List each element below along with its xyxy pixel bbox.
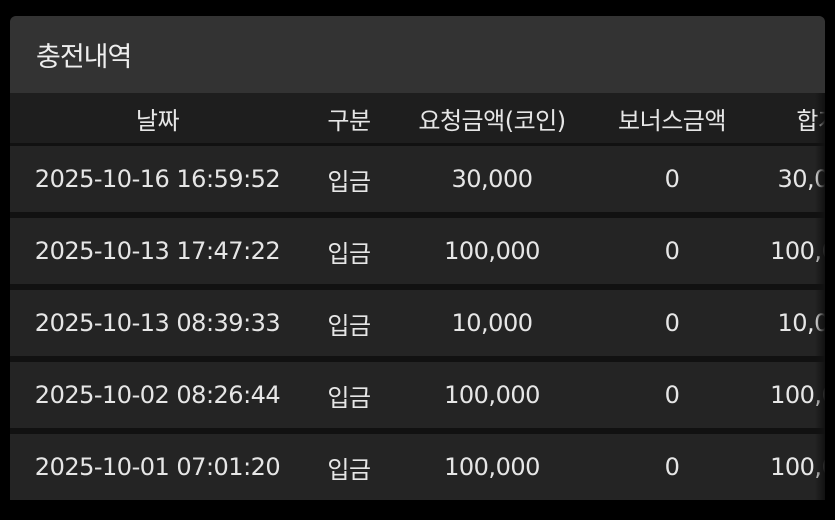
cell-bonus-amount: 0	[664, 453, 680, 481]
cell-date: 2025-10-13 08:39:33	[34, 309, 281, 337]
cell-request-amount: 100,000	[444, 237, 540, 265]
cell-type: 입금	[327, 383, 371, 412]
cell-date: 2025-10-02 08:26:44	[34, 381, 281, 409]
charge-history-panel: 충전내역 날짜 구분 요청금액(코인) 보너스금액 합계 2025-10-16 …	[10, 16, 825, 500]
panel-title: 충전내역	[10, 16, 825, 93]
cell-date: 2025-10-13 17:47:22	[34, 237, 281, 265]
cell-request-amount: 100,000	[444, 453, 540, 481]
cell-request-amount: 100,000	[444, 381, 540, 409]
header-bonus-amount: 보너스금액	[618, 106, 726, 135]
cell-bonus-amount: 0	[664, 165, 680, 193]
cell-request-amount: 10,000	[451, 309, 533, 337]
scroll-fade	[815, 93, 825, 500]
cell-bonus-amount: 0	[664, 237, 680, 265]
header-type: 구분	[327, 106, 371, 135]
cell-type: 입금	[327, 239, 371, 268]
cell-bonus-amount: 0	[664, 381, 680, 409]
charge-history-table: 날짜 구분 요청금액(코인) 보너스금액 합계 2025-10-16 16:59…	[10, 93, 825, 500]
cell-type: 입금	[327, 455, 371, 484]
cell-type: 입금	[327, 311, 371, 340]
table-header: 날짜 구분 요청금액(코인) 보너스금액 합계	[10, 93, 825, 143]
header-request-amount: 요청금액(코인)	[418, 106, 566, 135]
cell-request-amount: 30,000	[451, 165, 533, 193]
cell-type: 입금	[327, 167, 371, 196]
cell-bonus-amount: 0	[664, 309, 680, 337]
header-date: 날짜	[135, 106, 180, 135]
cell-date: 2025-10-16 16:59:52	[34, 165, 281, 193]
cell-date: 2025-10-01 07:01:20	[34, 453, 281, 481]
